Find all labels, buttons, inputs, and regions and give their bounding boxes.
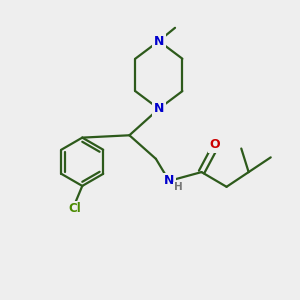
Text: N: N — [164, 174, 174, 188]
Text: N: N — [154, 102, 164, 115]
Text: O: O — [209, 138, 220, 151]
Text: Cl: Cl — [68, 202, 81, 215]
Text: N: N — [154, 34, 164, 48]
Text: H: H — [174, 182, 183, 192]
